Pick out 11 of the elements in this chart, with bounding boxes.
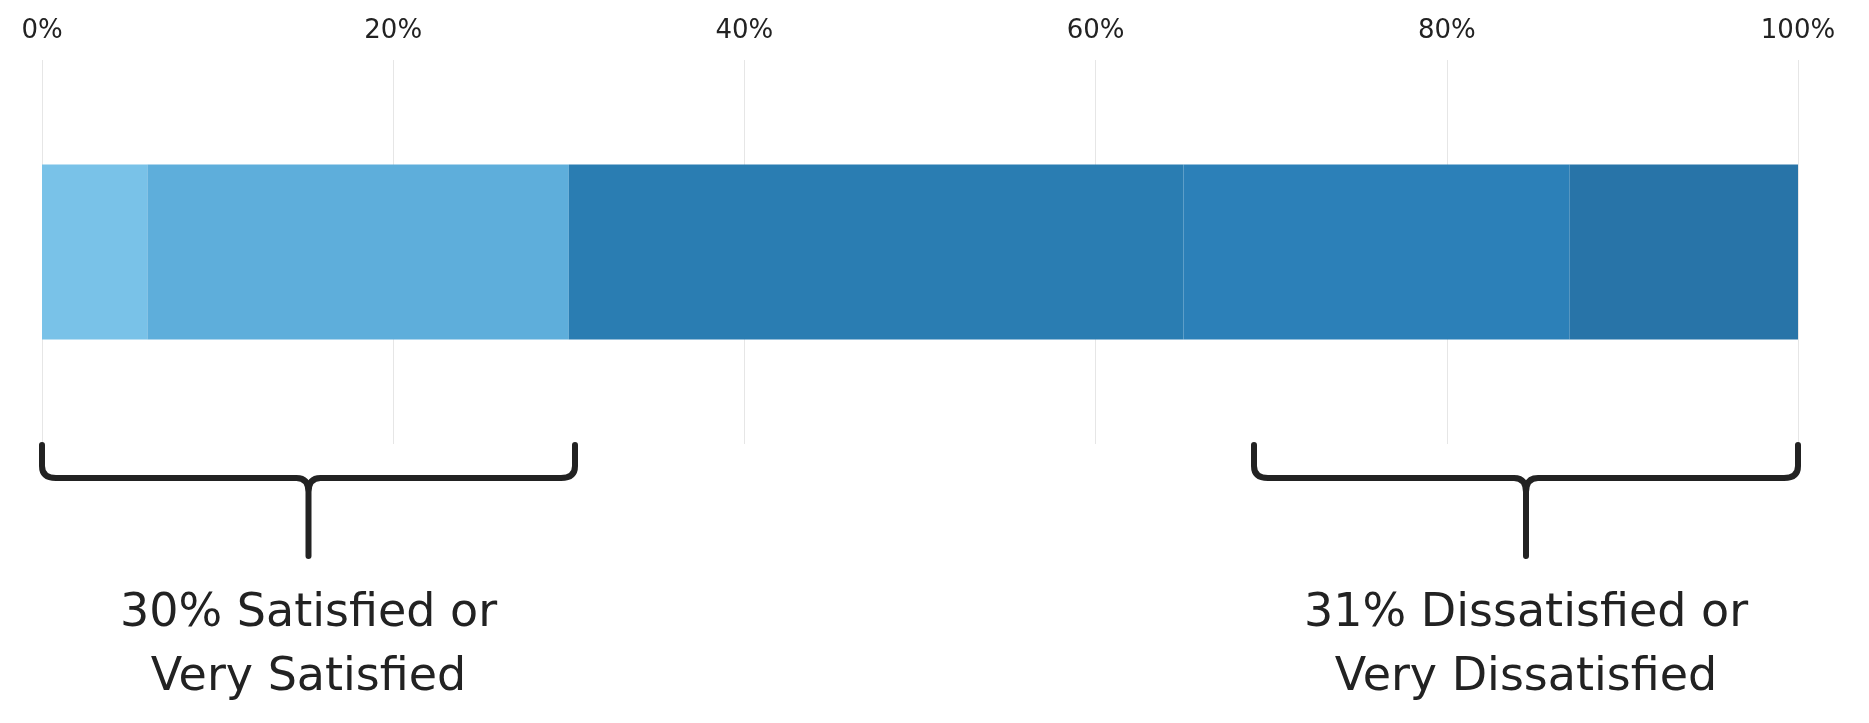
- x-tick-label: 80%: [1417, 14, 1476, 44]
- text: 30% Satisfied or Very Satisfied: [119, 583, 498, 701]
- x-tick-label: 20%: [364, 14, 423, 44]
- bar: [147, 164, 569, 340]
- x-tick-label: 100%: [1760, 14, 1836, 44]
- x-tick-label: 40%: [715, 14, 774, 44]
- bar: [42, 164, 148, 340]
- bar: [1569, 164, 1798, 340]
- x-tick-label: 60%: [1066, 14, 1125, 44]
- x-tick-label: 0%: [21, 14, 63, 44]
- text: 31% Dissatisfied or Very Dissatisfied: [1303, 583, 1749, 701]
